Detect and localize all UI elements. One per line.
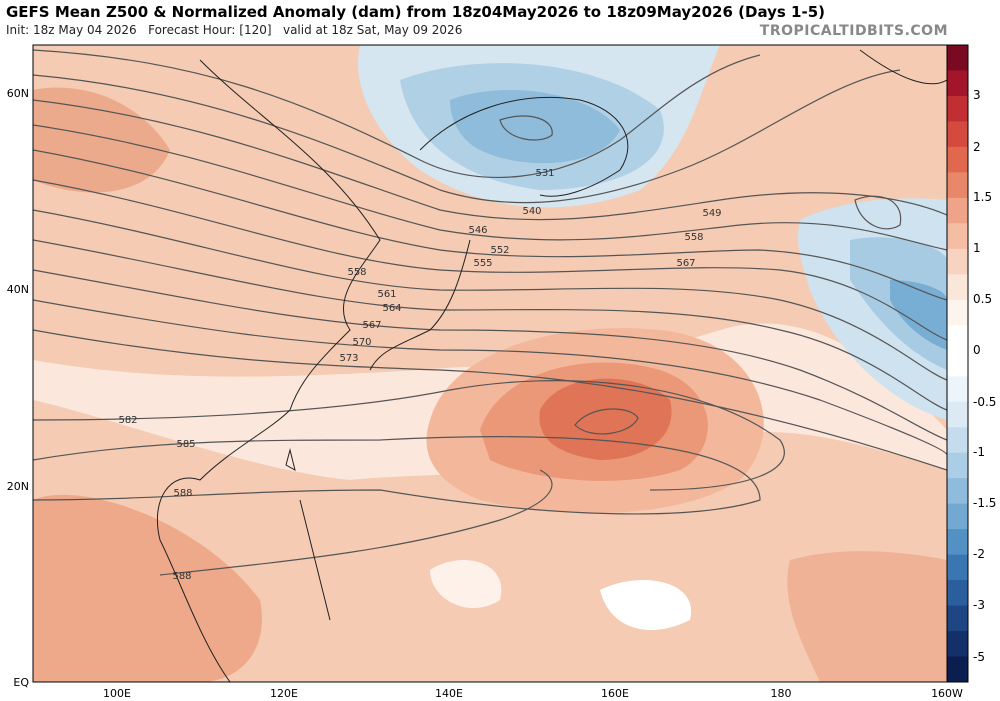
colorbar-swatch [947,70,968,97]
colorbar-swatch [947,45,968,71]
contour-label: 561 [377,289,396,300]
contour-label: 552 [490,245,509,256]
colorbar-swatch [947,197,968,224]
credit: TROPICALTIDBITS.COM [759,23,948,39]
contour-label: 546 [468,225,487,236]
colorbar-swatch [947,121,968,148]
colorbar-swatch [947,554,968,581]
coastlines [156,49,947,682]
title: GEFS Mean Z500 & Normalized Anomaly (dam… [6,3,825,21]
colorbar-label: 0 [973,343,981,357]
colorbar-swatch [947,248,968,275]
lat-label: 60N [7,87,29,100]
colorbar-swatch [947,580,968,607]
contour-label: 558 [347,267,366,278]
colorbar-swatch [947,172,968,199]
colorbar-swatch [947,478,968,505]
contour-label: 549 [702,208,721,219]
colorbar-label: -2 [973,547,985,561]
colorbar-frame [946,44,969,683]
lat-label: EQ [13,676,29,689]
contour-label: 588 [172,571,191,582]
colorbar-swatch [947,503,968,530]
lon-label: 120E [270,687,298,700]
lon-label: 160E [601,687,629,700]
anomaly-field [33,45,947,682]
contour-label: 570 [352,337,371,348]
lat-label: 40N [7,283,29,296]
colorbar-label: -3 [973,598,985,612]
contour-label: 588 [173,488,192,499]
lon-label: 160W [931,687,963,700]
colorbar-swatch [947,146,968,173]
colorbar-swatch [947,656,968,683]
contour-label: 531 [535,168,554,179]
colorbar-label: -0.5 [973,395,996,409]
colorbar-label: -5 [973,650,985,664]
contour-label: 567 [362,320,381,331]
colorbar-swatch [947,605,968,632]
colorbar-swatch [947,325,968,352]
colorbar-label: -1.5 [973,496,996,510]
lat-label: 20N [7,480,29,493]
colorbar-label: -1 [973,445,985,459]
colorbar-swatch [947,631,968,658]
contour-label: 540 [522,206,541,217]
colorbar-label: 0.5 [973,292,992,306]
contour-label: 567 [676,258,695,269]
colorbar-swatch [947,274,968,301]
height-contours [33,49,947,576]
colorbar-label: 1 [973,241,981,255]
colorbar-swatch [947,452,968,479]
colorbar-swatch [947,427,968,454]
colorbar-label: 1.5 [973,190,992,204]
lon-label: 100E [103,687,131,700]
contour-label: 573 [339,353,358,364]
contour-label: 582 [118,415,137,426]
colorbar-swatch [947,529,968,556]
lon-label: 180 [771,687,792,700]
colorbar-swatch [947,376,968,403]
colorbar: 3 2 1.5 1 0.5 0 -0.5 -1 -1.5 -2 -3 -5 [946,44,996,683]
contour-label: 564 [382,303,401,314]
colorbar-swatch [947,95,968,122]
contour-label: 558 [684,232,703,243]
colorbar-swatch [947,223,968,250]
colorbar-swatch [947,350,968,377]
colorbar-label: 2 [973,140,981,154]
subtitle: Init: 18z May 04 2026 Forecast Hour: [12… [6,23,463,37]
colorbar-swatch [947,401,968,428]
colorbar-swatch [947,299,968,326]
lon-label: 140E [435,687,463,700]
contour-label: 585 [176,439,195,450]
contour-label: 555 [473,258,492,269]
colorbar-label: 3 [973,88,981,102]
